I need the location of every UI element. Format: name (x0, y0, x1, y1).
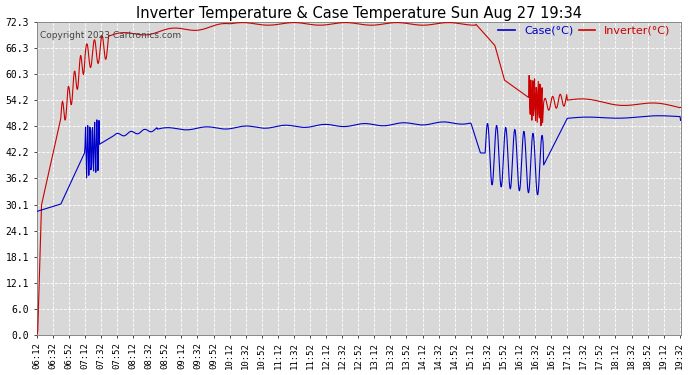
Text: Copyright 2023 Cartronics.com: Copyright 2023 Cartronics.com (40, 31, 181, 40)
Legend: Case(°C), Inverter(°C): Case(°C), Inverter(°C) (494, 21, 675, 40)
Title: Inverter Temperature & Case Temperature Sun Aug 27 19:34: Inverter Temperature & Case Temperature … (136, 6, 582, 21)
